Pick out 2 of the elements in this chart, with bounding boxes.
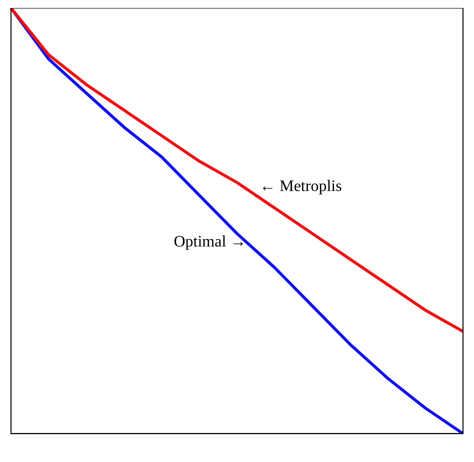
annotation: ← Metroplis — [260, 178, 342, 195]
annotation: Optimal → — [174, 233, 246, 250]
